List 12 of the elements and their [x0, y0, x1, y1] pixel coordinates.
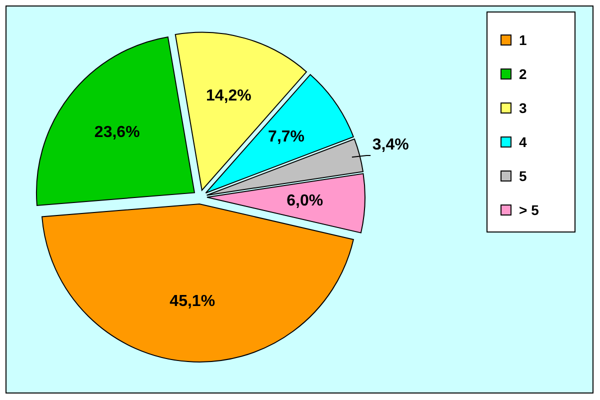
legend-label: 4 — [519, 134, 527, 150]
data-label: 3,4% — [372, 136, 409, 154]
data-label: 23,6% — [94, 124, 140, 141]
legend-label: 5 — [519, 168, 527, 184]
data-label: 6,0% — [286, 192, 324, 210]
legend-label: 2 — [519, 66, 527, 82]
legend-label: 3 — [519, 100, 527, 116]
data-label: 7,7% — [268, 128, 305, 146]
data-label: 45,1% — [170, 292, 216, 310]
legend-label: 1 — [519, 32, 527, 48]
data-label: 14,2% — [206, 87, 252, 104]
legend-label: > 5 — [519, 202, 540, 218]
